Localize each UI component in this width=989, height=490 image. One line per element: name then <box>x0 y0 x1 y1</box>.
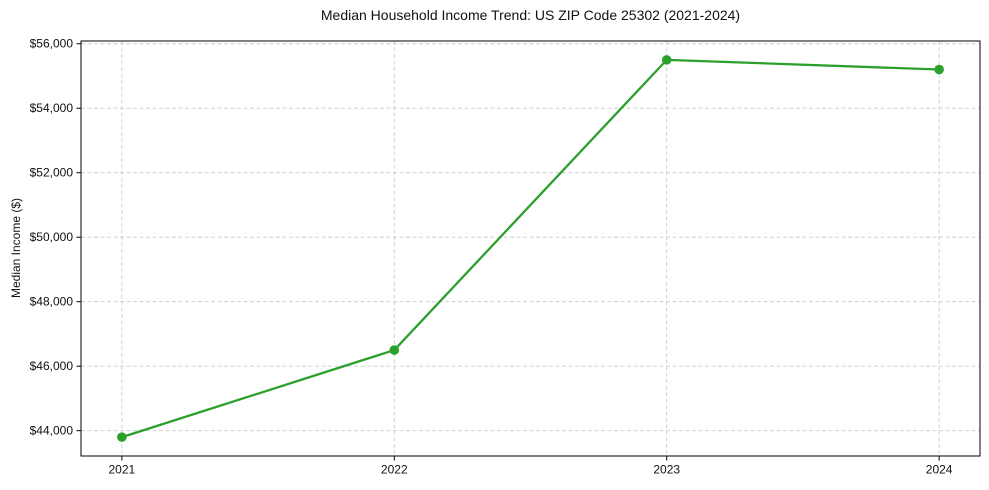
y-tick-label: $52,000 <box>30 166 74 180</box>
plot-border <box>80 40 981 457</box>
data-point-marker <box>117 432 127 442</box>
x-tick-label: 2024 <box>926 463 953 477</box>
data-point-marker <box>389 345 400 355</box>
x-tick-labels: 2021 2022 2023 2024 <box>109 463 953 477</box>
data-point-markers <box>117 55 944 442</box>
y-gridlines <box>81 43 980 432</box>
y-tick-label: $50,000 <box>30 230 74 244</box>
data-point-marker <box>661 55 672 65</box>
tick-marks <box>76 43 940 461</box>
x-tick-label: 2023 <box>653 463 680 477</box>
y-tick-label: $48,000 <box>30 295 74 309</box>
x-tick-label: 2022 <box>381 463 408 477</box>
y-tick-label: $44,000 <box>30 424 74 438</box>
y-tick-label: $46,000 <box>30 359 74 373</box>
y-tick-label: $56,000 <box>30 37 74 51</box>
data-point-marker <box>934 64 944 75</box>
x-gridlines <box>121 41 940 456</box>
y-tick-labels: $44,000 $46,000 $48,000 $50,000 $52,000 $54,0… <box>30 37 74 438</box>
chart-title: Median Household Income Trend: US ZIP Co… <box>320 7 741 23</box>
y-tick-label: $54,000 <box>30 101 74 115</box>
x-tick-label: 2021 <box>109 463 136 477</box>
trend-line <box>120 58 941 439</box>
